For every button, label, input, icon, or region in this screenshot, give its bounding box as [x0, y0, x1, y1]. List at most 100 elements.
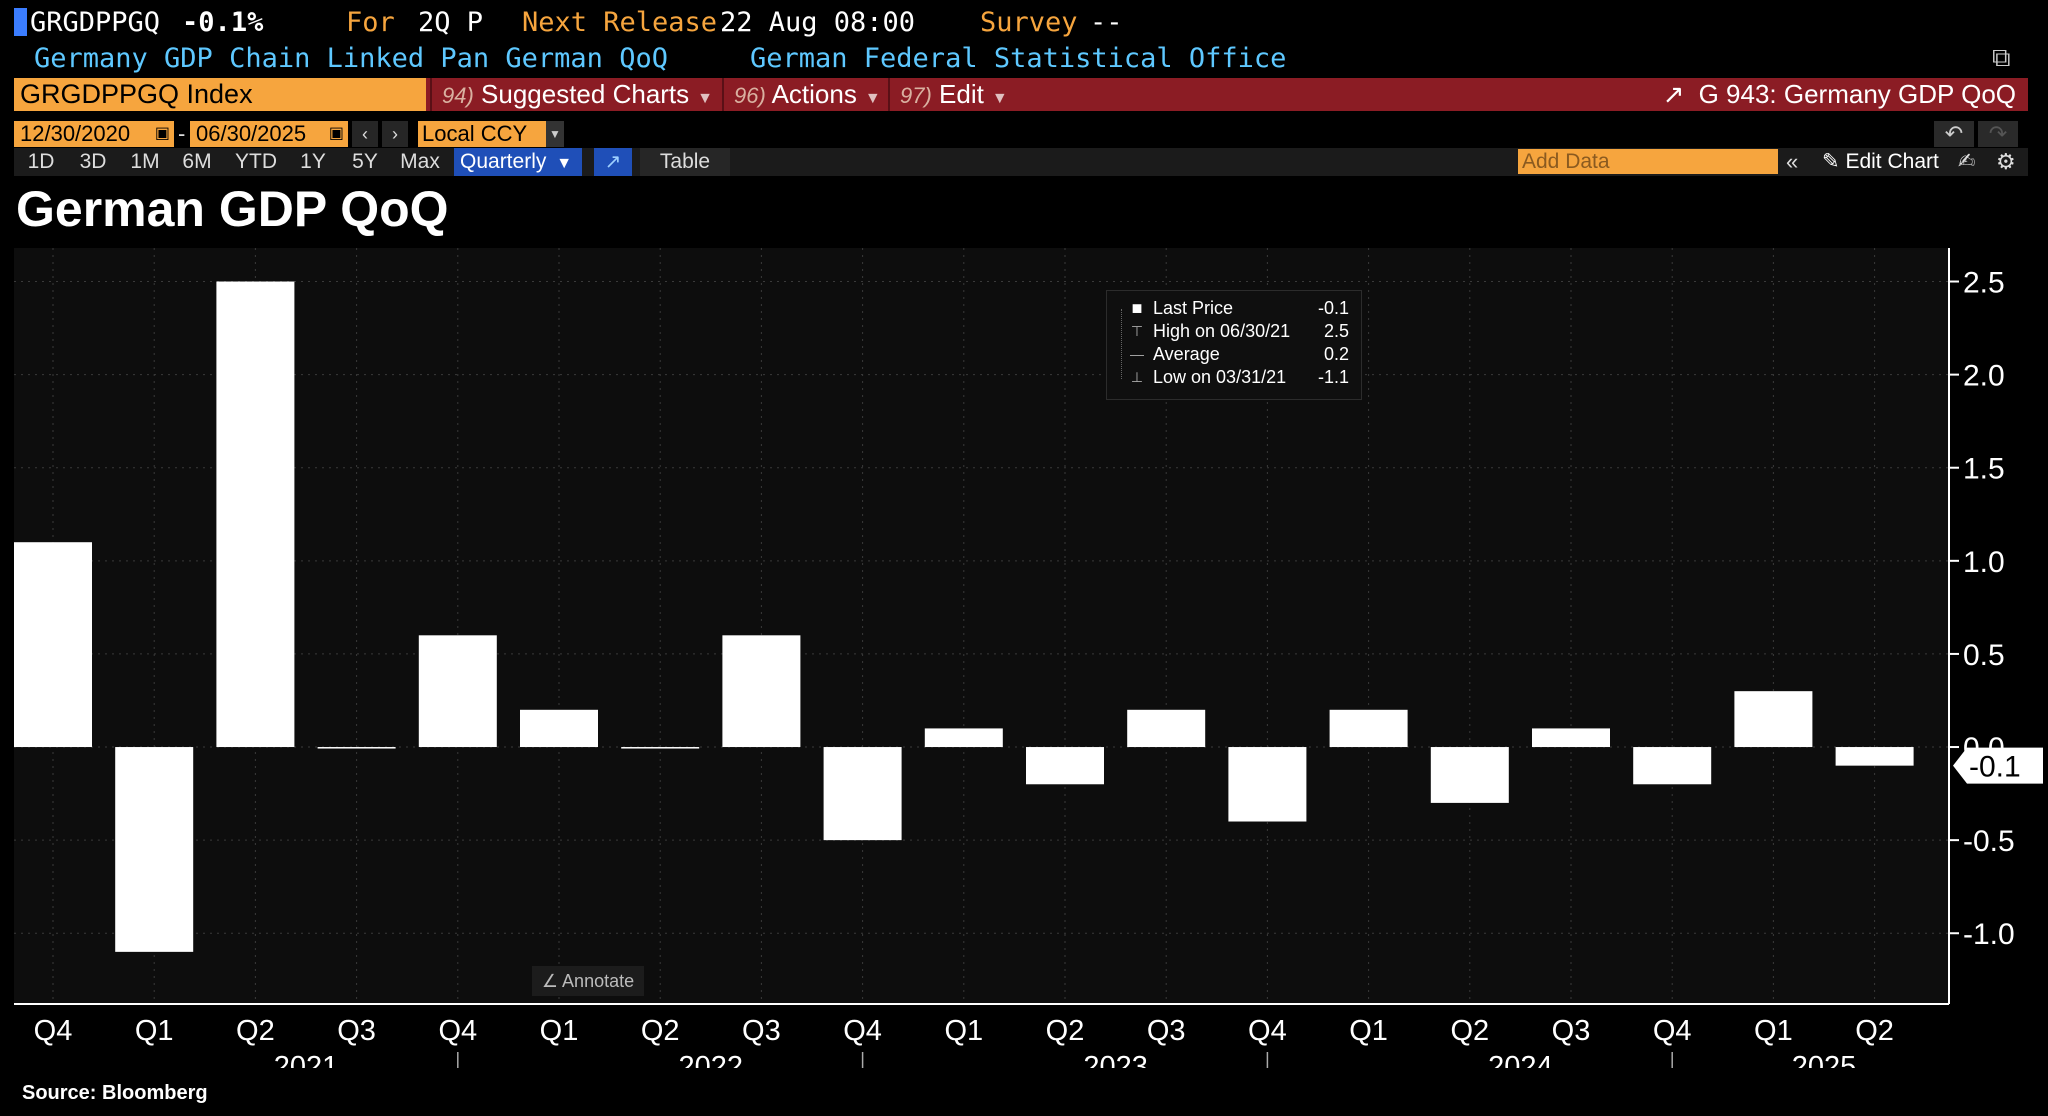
x-tick-label: Q1 — [135, 1015, 174, 1047]
legend-value: 2.5 — [1323, 321, 1349, 341]
bar — [621, 747, 700, 749]
start-date-input[interactable]: 12/30/2020 ▣ — [14, 121, 174, 147]
frequency-value: Quarterly — [460, 150, 547, 173]
pencil-icon: ✎ — [1822, 150, 1840, 173]
start-date-value: 12/30/2020 — [20, 121, 131, 146]
security-marker — [14, 8, 27, 36]
bar — [722, 635, 801, 748]
bar — [1329, 709, 1408, 748]
end-date-input[interactable]: 06/30/2025 ▣ — [190, 121, 348, 147]
x-tick-label: Q1 — [1754, 1015, 1793, 1047]
bar — [1532, 728, 1610, 748]
chart-line-icon[interactable]: ↗ — [594, 148, 632, 176]
y-tick-label: 1.0 — [1963, 546, 2005, 579]
chevron-down-icon: ▼ — [864, 90, 881, 107]
x-tick-label: Q1 — [1349, 1015, 1388, 1047]
undo-icon[interactable]: ↶ — [1934, 121, 1974, 147]
legend-value: 0.2 — [1323, 344, 1349, 364]
redo-icon[interactable]: ↷ — [1978, 121, 2018, 147]
bar — [1228, 747, 1307, 822]
next-release-value: 22 Aug 08:00 — [720, 7, 916, 38]
survey-value: -- — [1090, 7, 1123, 38]
x-year-label: 2023 — [1083, 1051, 1148, 1068]
source-note: Source: Bloomberg — [22, 1082, 208, 1104]
x-tick-label: Q3 — [1147, 1015, 1186, 1047]
currency-select[interactable]: Local CCY ▼ — [418, 121, 564, 147]
chevron-down-icon: ▼ — [556, 155, 573, 172]
bars — [14, 281, 1914, 952]
menu-number: 97) — [900, 83, 932, 108]
x-tick-label: Q1 — [540, 1015, 579, 1047]
source-organization: German Federal Statistical Office — [750, 43, 1287, 74]
legend-label: High on 06/30/21 — [1153, 321, 1291, 341]
x-tick-label: Q4 — [1653, 1015, 1692, 1047]
calendar-icon: ▣ — [328, 125, 344, 142]
x-tick-label: Q3 — [742, 1015, 781, 1047]
range-3d[interactable]: 3D — [79, 150, 107, 173]
x-tick-label: Q4 — [438, 1015, 477, 1047]
actions-menu[interactable]: 96) Actions ▼ — [722, 78, 888, 111]
bar — [1127, 709, 1206, 748]
last-value-tag — [1953, 747, 2043, 784]
x-year-label: 2025 — [1792, 1051, 1857, 1068]
low-marker-icon: ⊥ — [1130, 369, 1144, 385]
bar — [823, 747, 902, 841]
settings-icon[interactable]: ⚙ — [1996, 149, 2016, 174]
bar — [1430, 747, 1509, 803]
for-label: For — [346, 7, 395, 38]
x-tick-label: Q4 — [34, 1015, 73, 1047]
legend-label: Low on 03/31/21 — [1153, 367, 1287, 387]
y-axis: 2.52.01.51.00.50.0-0.5-1.0-0.1 — [1948, 248, 2043, 1004]
chevron-down-icon: ▼ — [991, 90, 1008, 107]
chart-title: German GDP QoQ — [16, 181, 449, 237]
menu-number: 96) — [734, 83, 766, 108]
security-index-field[interactable]: GRGDPPGQ Index — [14, 78, 426, 111]
next-period-button[interactable]: › — [382, 121, 408, 147]
x-year-label: 2021 — [274, 1051, 339, 1068]
high-marker-icon: ⊤ — [1130, 323, 1144, 339]
security-header: GRGDPPGQ -0.1% — [14, 6, 263, 40]
average-marker-icon: — — [1130, 346, 1144, 362]
legend-tree-line — [1121, 309, 1123, 379]
legend-label: Average — [1153, 344, 1220, 364]
frequency-select[interactable]: Quarterly ▼ — [454, 148, 582, 176]
suggested-charts-menu[interactable]: 94) Suggested Charts ▼ — [430, 78, 722, 111]
range-1d[interactable]: 1D — [27, 150, 55, 173]
x-tick-label: Q1 — [944, 1015, 983, 1047]
range-1m[interactable]: 1M — [130, 150, 160, 173]
security-description: Germany GDP Chain Linked Pan German QoQ — [34, 43, 668, 74]
legend-value: -0.1 — [1317, 298, 1349, 318]
y-tick-label: -1.0 — [1963, 918, 2015, 951]
prev-period-button[interactable]: ‹ — [352, 121, 378, 147]
add-data-input[interactable]: Add Data — [1518, 149, 1778, 174]
range-6m[interactable]: 6M — [182, 150, 212, 173]
currency-value: Local CCY — [422, 121, 528, 146]
menu-label: Suggested Charts — [481, 79, 690, 109]
screen-icon[interactable]: ⧉ — [1992, 42, 2011, 72]
pencil-icon[interactable]: ✍ — [1958, 150, 1976, 173]
x-tick-label: Q2 — [1450, 1015, 1489, 1047]
menu-label: Actions — [771, 79, 857, 109]
y-tick-label: 1.5 — [1963, 453, 2005, 486]
x-tick-label: Q4 — [843, 1015, 882, 1047]
bar — [317, 747, 396, 749]
range-max[interactable]: Max — [400, 150, 440, 173]
edit-chart-button[interactable]: ✎ Edit Chart — [1822, 148, 1939, 176]
x-year-label: 2024 — [1488, 1051, 1553, 1068]
menu-number: 94) — [442, 83, 474, 108]
range-ytd[interactable]: YTD — [235, 150, 277, 173]
last-price-swatch: ■ — [1131, 298, 1143, 318]
pencil-icon: ∠ — [541, 971, 559, 991]
x-tick-label: Q2 — [641, 1015, 680, 1047]
edit-menu[interactable]: 97) Edit ▼ — [888, 78, 1012, 111]
legend[interactable]: ■ Last Price -0.1 ⊤ High on 06/30/21 2.5… — [1106, 290, 1362, 400]
collapse-icon[interactable]: « — [1786, 149, 1799, 174]
chart-id-label: G 943: Germany GDP QoQ — [1698, 79, 2016, 109]
table-button[interactable]: Table — [640, 148, 730, 176]
range-5y[interactable]: 5Y — [352, 150, 378, 173]
survey-label: Survey — [980, 7, 1078, 38]
chart-id[interactable]: ↗ G 943: Germany GDP QoQ — [1663, 78, 2016, 111]
range-1y[interactable]: 1Y — [300, 150, 326, 173]
annotate-button[interactable]: ∠ Annotate — [532, 966, 644, 996]
bar — [924, 728, 1003, 748]
